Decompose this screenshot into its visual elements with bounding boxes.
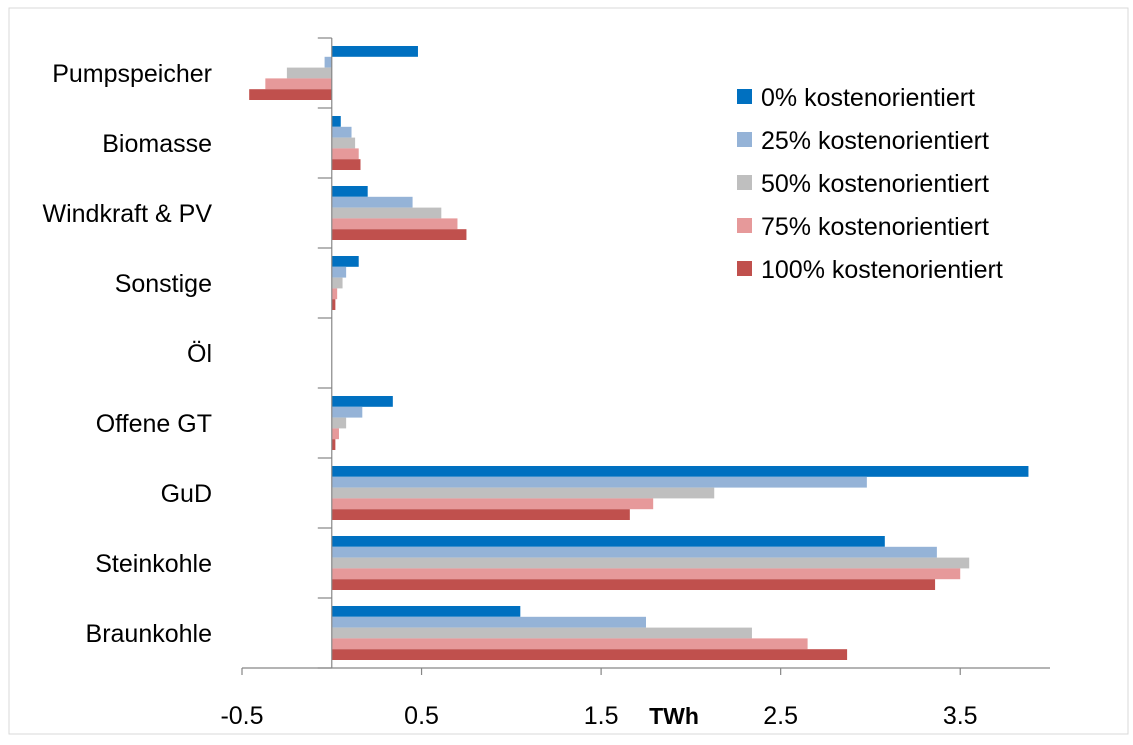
bar-sonstige-25pct-kostenorientiert xyxy=(331,266,347,278)
legend-swatch-25pct-kostenorientiert xyxy=(737,132,752,147)
bar-windkraft-and-pv-100pct-kostenorientiert xyxy=(331,229,467,240)
category-label-braunkohle: Braunkohle xyxy=(86,620,212,648)
category-label-gud: GuD xyxy=(161,480,212,508)
legend-label-100pct-kostenorientiert: 100% kostenorientiert xyxy=(761,256,1003,284)
category-label-oel: Öl xyxy=(187,340,212,368)
bar-braunkohle-75pct-kostenorientiert xyxy=(331,638,808,650)
bar-gud-25pct-kostenorientiert xyxy=(331,476,867,488)
x-tick-label: -0.5 xyxy=(220,702,263,730)
bar-pumpspeicher-100pct-kostenorientiert xyxy=(249,89,332,100)
category-label-pumpspeicher: Pumpspeicher xyxy=(52,60,212,88)
legend-label-75pct-kostenorientiert: 75% kostenorientiert xyxy=(761,213,989,241)
bar-windkraft-and-pv-50pct-kostenorientiert xyxy=(331,207,442,219)
bar-biomasse-100pct-kostenorientiert xyxy=(331,159,361,170)
bar-braunkohle-100pct-kostenorientiert xyxy=(331,649,848,660)
legend: 0% kostenorientiert 25% kostenorientiert 5… xyxy=(737,84,1003,284)
bar-windkraft-and-pv-25pct-kostenorientiert xyxy=(331,196,413,208)
bar-offene-gt-100pct-kostenorientiert xyxy=(331,439,336,450)
bar-steinkohle-25pct-kostenorientiert xyxy=(331,546,937,558)
bar-sonstige-75pct-kostenorientiert xyxy=(331,288,338,300)
x-tick-label: 0.5 xyxy=(404,702,439,730)
bar-windkraft-and-pv-0pct-kostenorientiert xyxy=(331,186,368,197)
legend-swatch-0pct-kostenorientiert xyxy=(737,89,752,104)
category-label-biomasse: Biomasse xyxy=(102,130,212,158)
x-tick-label: 2.5 xyxy=(763,702,798,730)
bar-sonstige-50pct-kostenorientiert xyxy=(331,277,343,289)
x-tick-label: 1.5 xyxy=(584,702,619,730)
x-ticks xyxy=(241,668,961,675)
bar-biomasse-75pct-kostenorientiert xyxy=(331,148,359,160)
legend-swatch-50pct-kostenorientiert xyxy=(737,175,752,190)
bar-sonstige-0pct-kostenorientiert xyxy=(331,256,359,267)
bar-gud-50pct-kostenorientiert xyxy=(331,487,715,499)
bar-braunkohle-0pct-kostenorientiert xyxy=(331,606,521,617)
bar-braunkohle-25pct-kostenorientiert xyxy=(331,616,646,628)
legend-swatch-75pct-kostenorientiert xyxy=(737,218,752,233)
legend-label-0pct-kostenorientiert: 0% kostenorientiert xyxy=(761,84,975,112)
bar-biomasse-50pct-kostenorientiert xyxy=(331,137,356,149)
category-label-windkraft-and-pv: Windkraft & PV xyxy=(43,200,213,228)
bar-offene-gt-25pct-kostenorientiert xyxy=(331,406,363,418)
bar-offene-gt-50pct-kostenorientiert xyxy=(331,417,347,429)
bar-gud-75pct-kostenorientiert xyxy=(331,498,654,510)
x-tick-labels: -0.5 0.5 1.5 2.5 3.5 xyxy=(220,702,977,730)
bar-steinkohle-50pct-kostenorientiert xyxy=(331,557,970,569)
category-ticks xyxy=(317,37,332,669)
bar-biomasse-0pct-kostenorientiert xyxy=(331,116,341,127)
bar-offene-gt-75pct-kostenorientiert xyxy=(331,428,339,440)
category-labels: Pumpspeicher Biomasse Windkraft & PV Sonsti… xyxy=(43,60,213,648)
bars-group xyxy=(249,46,1029,660)
bar-biomasse-25pct-kostenorientiert xyxy=(331,126,352,138)
bar-windkraft-and-pv-75pct-kostenorientiert xyxy=(331,218,458,230)
x-tick-label: 3.5 xyxy=(943,702,978,730)
bar-pumpspeicher-50pct-kostenorientiert xyxy=(286,67,332,79)
category-label-offene-gt: Offene GT xyxy=(96,410,212,438)
bar-sonstige-100pct-kostenorientiert xyxy=(331,299,336,310)
bar-pumpspeicher-0pct-kostenorientiert xyxy=(331,46,418,57)
legend-label-25pct-kostenorientiert: 25% kostenorientiert xyxy=(761,127,989,155)
bar-steinkohle-0pct-kostenorientiert xyxy=(331,536,885,547)
bar-steinkohle-100pct-kostenorientiert xyxy=(331,579,936,590)
bar-steinkohle-75pct-kostenorientiert xyxy=(331,568,961,580)
chart-frame xyxy=(8,7,1129,735)
bar-offene-gt-0pct-kostenorientiert xyxy=(331,396,393,407)
bar-pumpspeicher-25pct-kostenorientiert xyxy=(324,56,332,68)
bar-gud-100pct-kostenorientiert xyxy=(331,509,630,520)
category-label-steinkohle: Steinkohle xyxy=(95,550,212,578)
x-axis-title: TWh xyxy=(649,703,699,729)
bar-gud-0pct-kostenorientiert xyxy=(331,466,1029,477)
bar-pumpspeicher-75pct-kostenorientiert xyxy=(265,78,332,90)
bar-braunkohle-50pct-kostenorientiert xyxy=(331,627,752,639)
category-label-sonstige: Sonstige xyxy=(115,270,212,298)
legend-swatch-100pct-kostenorientiert xyxy=(737,261,752,276)
legend-label-50pct-kostenorientiert: 50% kostenorientiert xyxy=(761,170,989,198)
